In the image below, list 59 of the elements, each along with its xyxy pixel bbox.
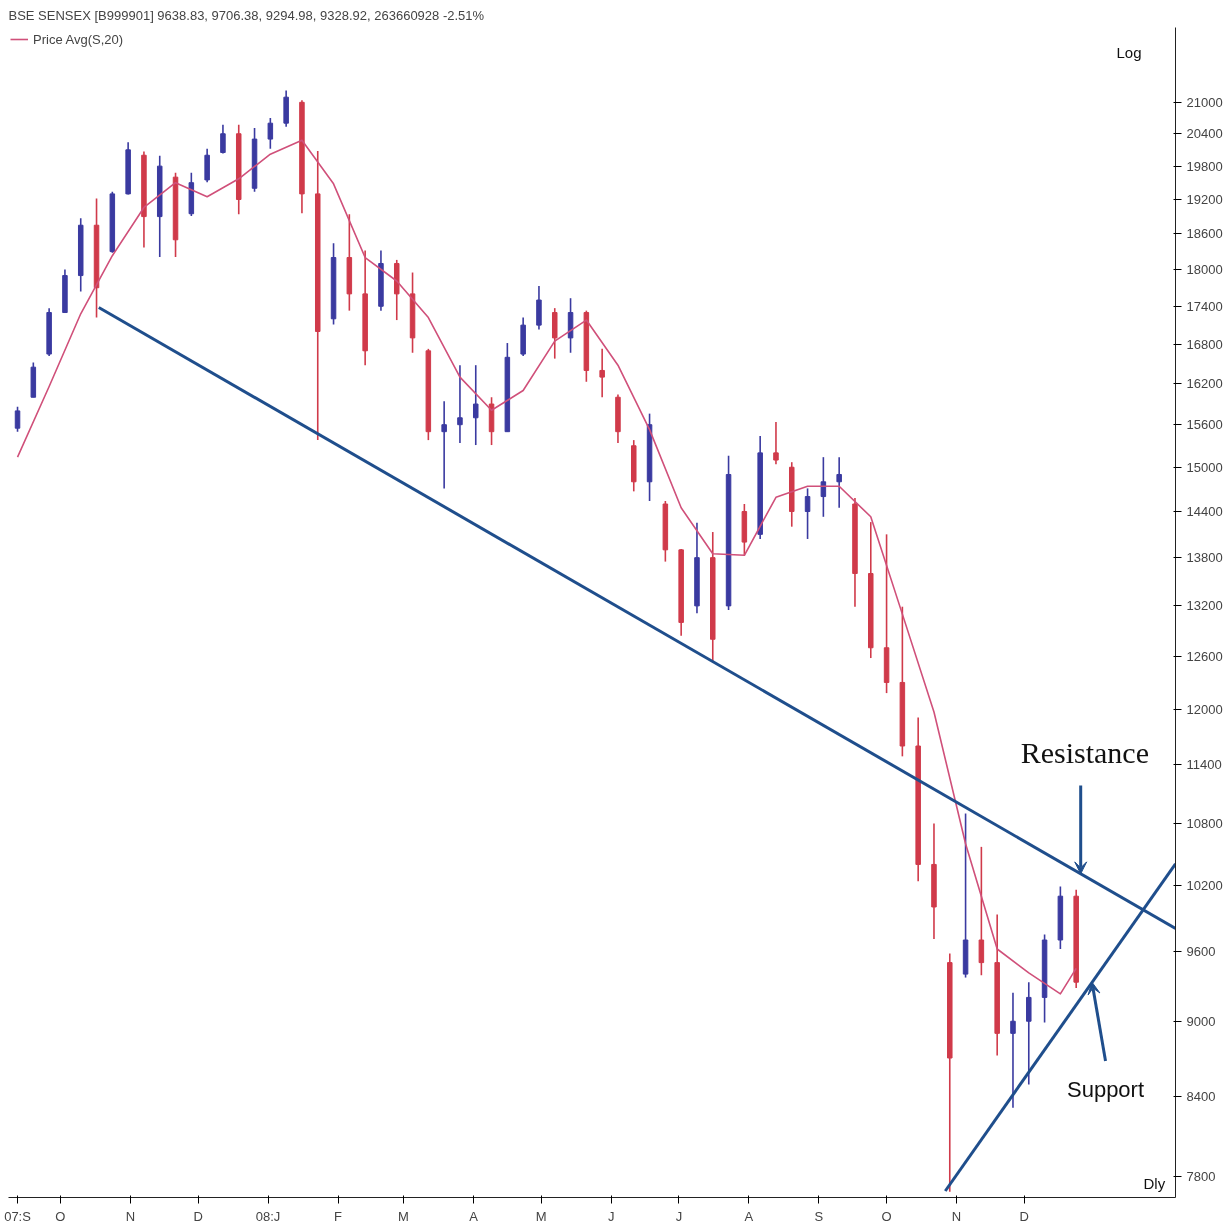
annotation: Support: [1066, 1077, 1145, 1103]
chart-title: BSE SENSEX [B999901] 9638.83, 9706.38, 9294.98, 9328.92, 263660928 -2.51%: [8, 7, 485, 23]
x-tick-label: O: [55, 1208, 66, 1224]
annotation: Resistance: [1020, 735, 1149, 769]
candlestick: [804, 487, 811, 540]
x-tick-label: M: [535, 1208, 547, 1224]
candlestick: [978, 846, 985, 977]
y-tick-label: 17400: [1186, 298, 1223, 314]
y-tick-label: 15000: [1186, 459, 1223, 475]
y-tick-label: 7800: [1186, 1168, 1216, 1184]
y-tick-label: 16200: [1186, 376, 1223, 392]
y-tick-label: 19800: [1186, 158, 1223, 174]
y-tick-label: 15600: [1186, 417, 1223, 433]
y-tick-label: 20400: [1186, 126, 1223, 142]
x-tick-label: A: [744, 1208, 754, 1224]
y-tick-label: 21000: [1186, 94, 1223, 110]
candlestick: [220, 123, 226, 155]
x-tick-label: N: [125, 1208, 136, 1224]
candlestick: [267, 117, 274, 150]
candlestick: [441, 400, 447, 490]
x-tick-label: 07:S: [4, 1208, 32, 1224]
x-tick-label: D: [1019, 1208, 1029, 1224]
candlestick: [599, 348, 605, 399]
annotation: Dly: [1143, 1174, 1166, 1192]
candlestick: [472, 364, 479, 446]
y-tick-label: 12000: [1186, 701, 1223, 717]
y-tick-label: 12600: [1186, 648, 1223, 664]
candlestick: [457, 364, 463, 444]
x-tick-label: J: [607, 1208, 615, 1224]
y-tick-label: 14400: [1186, 504, 1223, 520]
x-tick-label: A: [469, 1208, 479, 1224]
y-tick-label: 11400: [1186, 757, 1222, 773]
y-tick-label: 18000: [1186, 262, 1223, 278]
y-tick-label: 8400: [1186, 1088, 1216, 1104]
candlestick: [773, 421, 779, 466]
x-tick-label: 08:J: [255, 1208, 281, 1224]
y-tick-label: 9000: [1186, 1013, 1216, 1029]
x-tick-label: D: [193, 1208, 203, 1224]
x-tick-label: J: [675, 1208, 683, 1224]
candlestick: [1026, 981, 1032, 1086]
y-tick-label: 13800: [1186, 550, 1223, 566]
x-tick-label: O: [881, 1208, 892, 1224]
y-tick-label: 16800: [1186, 336, 1223, 352]
legend-label: Price Avg(S,20): [33, 31, 124, 47]
candlestick: [1010, 991, 1016, 1109]
y-tick-label: 13200: [1186, 598, 1223, 614]
candlestick: [836, 456, 842, 509]
candlestick: [820, 456, 827, 518]
candlestick: [14, 405, 21, 433]
y-tick-label: 10200: [1186, 878, 1223, 893]
y-tick-label: 18600: [1186, 226, 1223, 242]
y-tick-label: 10800: [1186, 816, 1223, 832]
annotation: Log: [1116, 43, 1142, 61]
x-tick-label: M: [398, 1208, 409, 1224]
x-tick-label: S: [814, 1208, 824, 1224]
x-tick-label: F: [334, 1208, 343, 1224]
y-tick-label: 9600: [1186, 943, 1216, 959]
x-tick-label: N: [951, 1208, 962, 1224]
y-tick-label: 19200: [1186, 192, 1223, 208]
